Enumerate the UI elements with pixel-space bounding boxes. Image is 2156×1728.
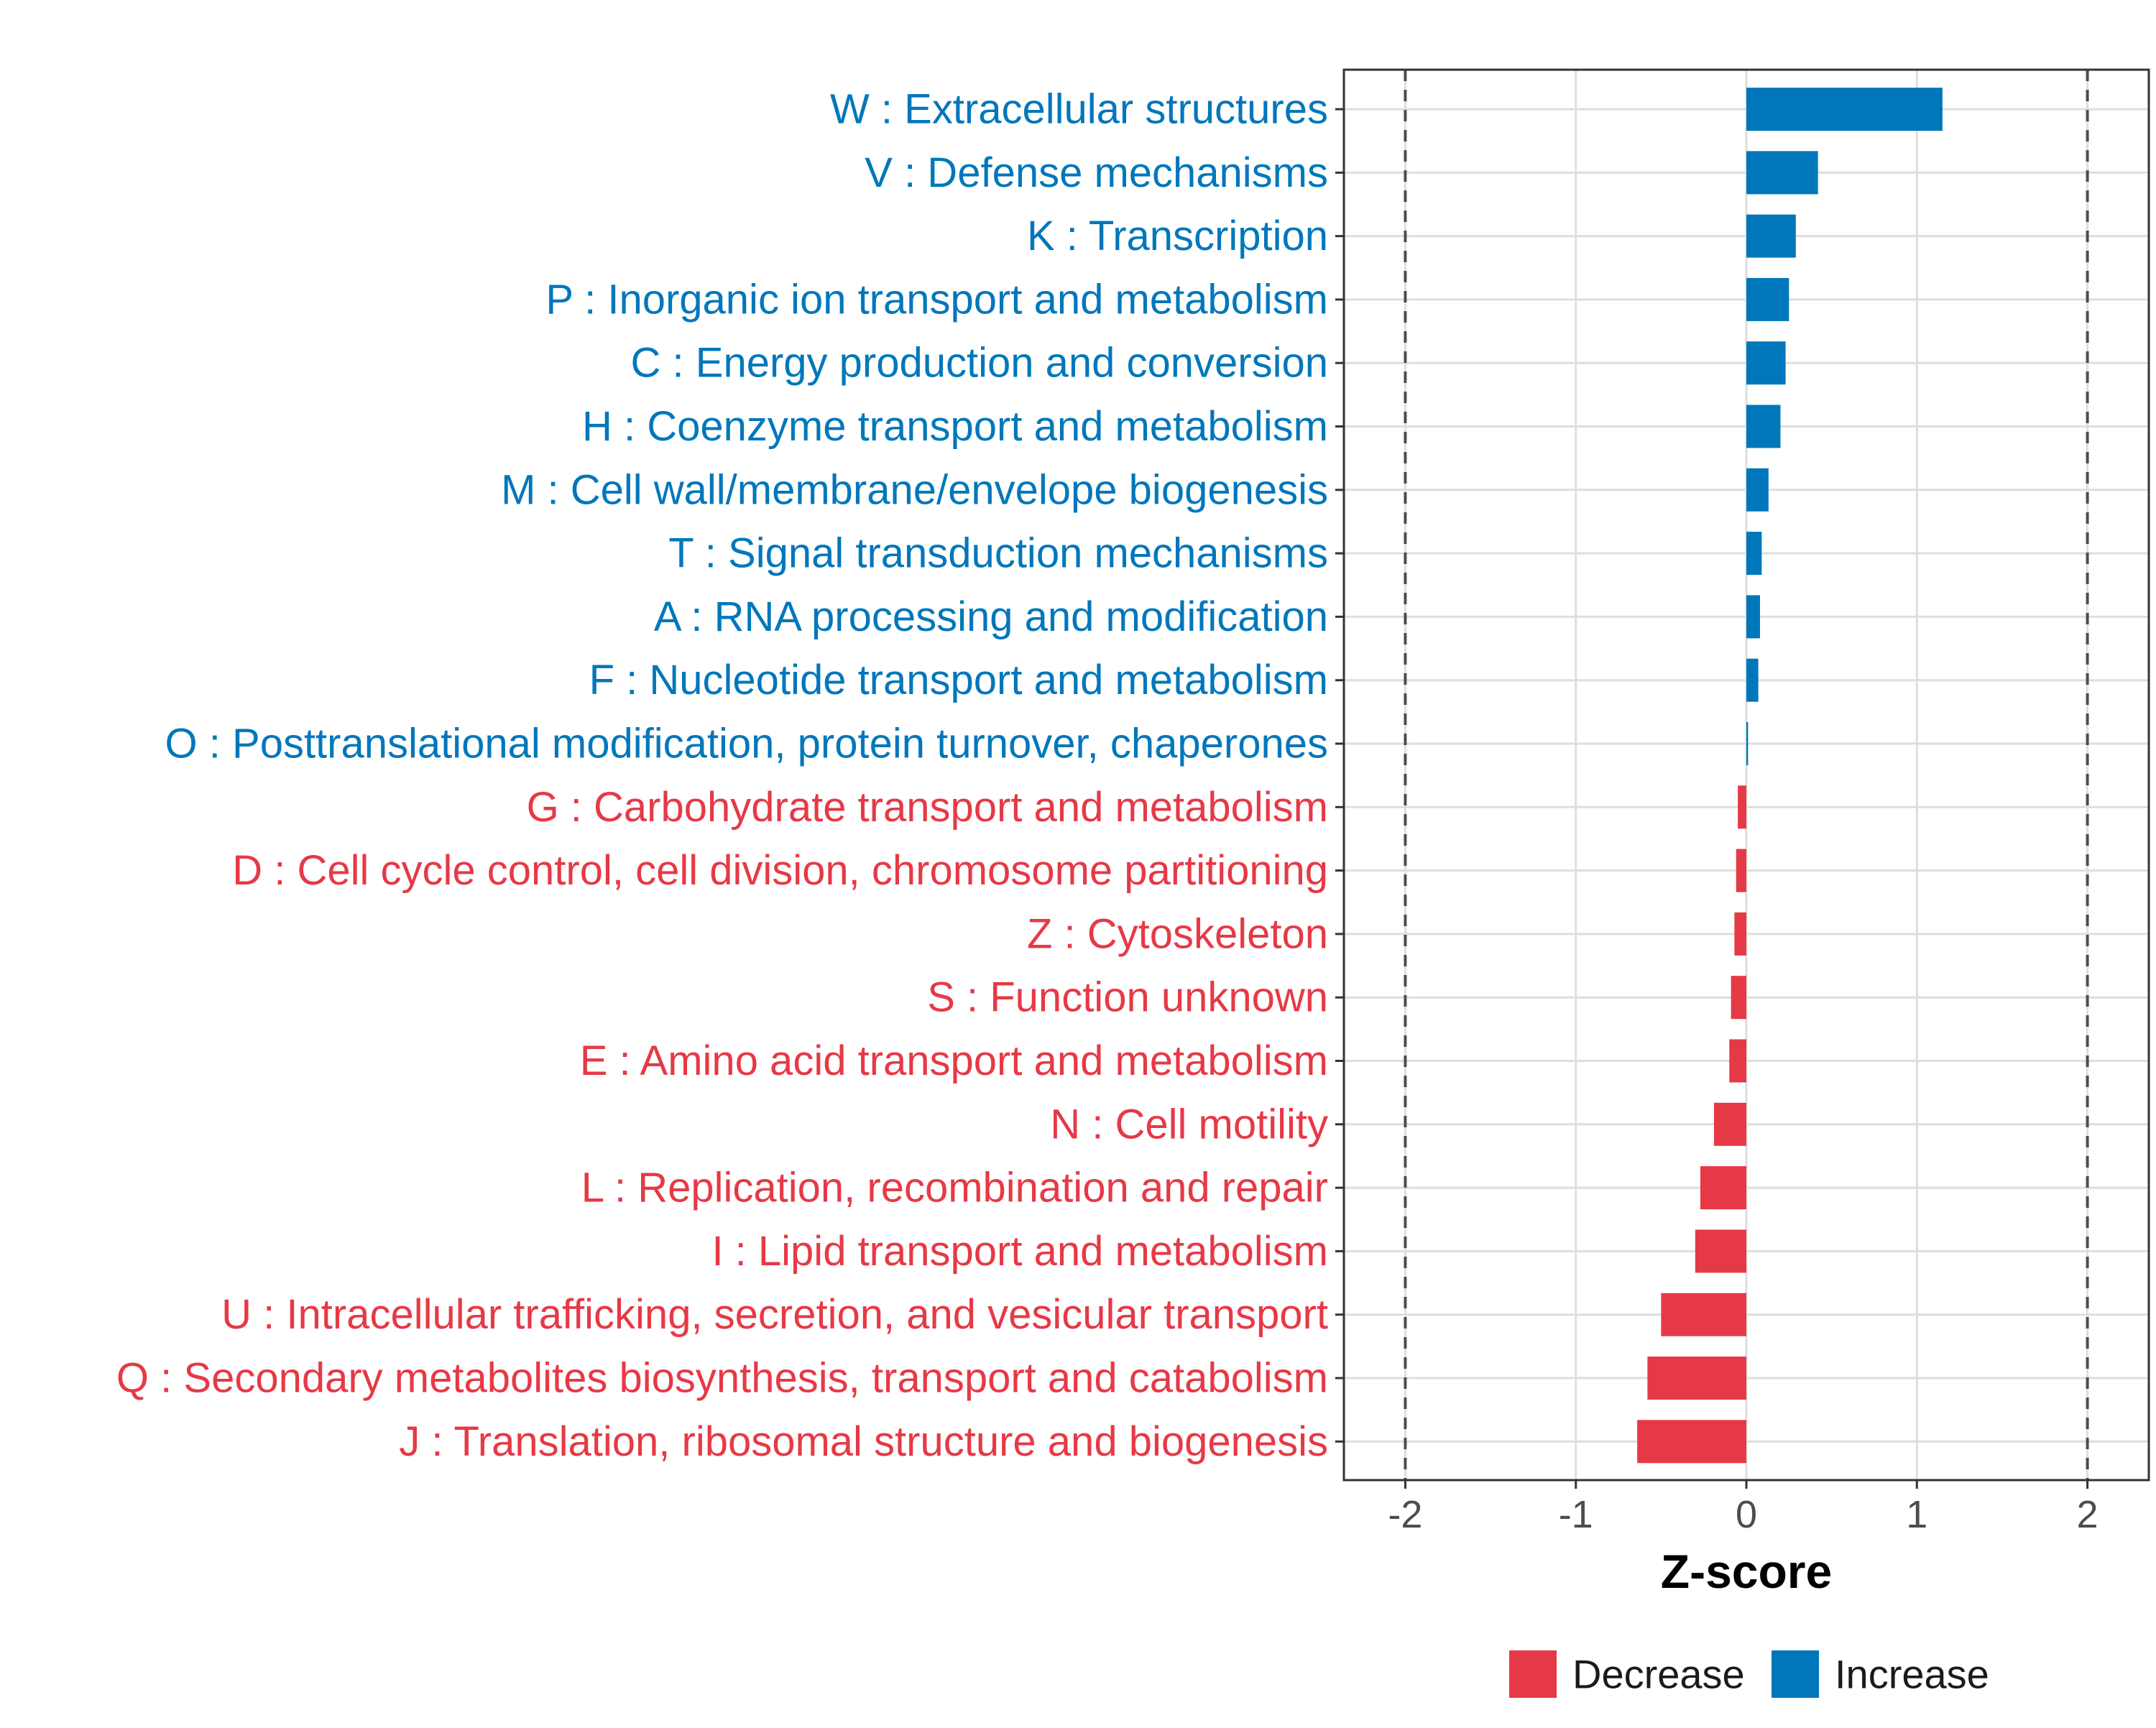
category-label: V : Defense mechanisms [865, 149, 1328, 196]
x-tick-label: 1 [1906, 1493, 1927, 1536]
bar [1746, 722, 1749, 765]
category-label: T : Signal transduction mechanisms [668, 530, 1328, 577]
x-tick-label: -2 [1388, 1493, 1422, 1536]
bar [1700, 1166, 1746, 1210]
category-label: A : RNA processing and modification [654, 593, 1328, 640]
category-label: U : Intracellular trafficking, secretion… [221, 1291, 1328, 1338]
category-label: L : Replication, recombination and repai… [581, 1165, 1328, 1211]
bar [1746, 341, 1786, 385]
category-label: F : Nucleotide transport and metabolism [589, 657, 1328, 703]
category-label: M : Cell wall/membrane/envelope biogenes… [501, 466, 1328, 513]
legend-label: Increase [1835, 1652, 1989, 1697]
x-tick-label: -1 [1559, 1493, 1593, 1536]
bar [1731, 976, 1746, 1020]
reference-lines [1404, 70, 2089, 1480]
category-label: E : Amino acid transport and metabolism [580, 1038, 1328, 1084]
x-tick-label: 2 [2077, 1493, 2099, 1536]
bar [1746, 468, 1769, 512]
legend-label: Decrease [1572, 1652, 1745, 1697]
bar [1647, 1357, 1746, 1400]
category-label: K : Transcription [1027, 213, 1328, 259]
category-label: P : Inorganic ion transport and metaboli… [545, 276, 1328, 323]
category-label: Z : Cytoskeleton [1027, 910, 1328, 957]
bar [1746, 532, 1762, 576]
bar [1738, 785, 1746, 829]
bar [1729, 1039, 1746, 1083]
bar [1746, 214, 1796, 258]
y-axis-ticks [1335, 108, 1344, 1443]
bar [1746, 595, 1760, 639]
category-label: I : Lipid transport and metabolism [711, 1228, 1328, 1275]
bar [1746, 88, 1943, 131]
x-axis-title: Z-score [1661, 1545, 1832, 1598]
bar [1736, 849, 1746, 892]
bar [1746, 405, 1781, 448]
category-label: C : Energy production and conversion [631, 340, 1328, 387]
bar [1746, 277, 1789, 321]
x-tick-label: 0 [1736, 1493, 1757, 1536]
legend: Decrease Increase [1509, 1650, 1989, 1698]
category-label: J : Translation, ribosomal structure and… [399, 1418, 1328, 1465]
bars [1637, 88, 1943, 1464]
bar [1734, 912, 1746, 956]
bar [1713, 1102, 1746, 1146]
category-label: N : Cell motility [1050, 1101, 1328, 1147]
bar [1637, 1420, 1746, 1464]
category-label: H : Coenzyme transport and metabolism [582, 403, 1328, 450]
bar [1661, 1293, 1746, 1336]
category-label: D : Cell cycle control, cell division, c… [232, 847, 1328, 894]
category-label: G : Carbohydrate transport and metabolis… [527, 784, 1328, 831]
x-axis-ticks: -2 -1 0 1 2 [1388, 1480, 2099, 1536]
bar [1746, 658, 1759, 702]
category-label: Q : Secondary metabolites biosynthesis, … [116, 1355, 1328, 1402]
bar [1746, 151, 1818, 195]
category-label: O : Posttranslational modification, prot… [165, 721, 1328, 767]
category-label: S : Function unknown [927, 974, 1328, 1021]
bar [1695, 1229, 1746, 1273]
y-axis-category-labels: W : Extracellular structures V : Defense … [116, 86, 1328, 1465]
legend-swatch [1772, 1650, 1819, 1698]
legend-swatch [1509, 1650, 1557, 1698]
category-label: W : Extracellular structures [830, 86, 1328, 133]
